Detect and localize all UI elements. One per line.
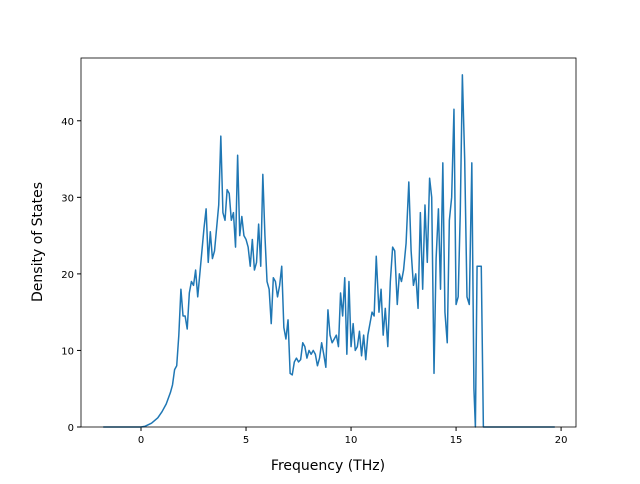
x-tick-label: 5 [243,435,249,446]
x-tick-label: 10 [345,435,358,446]
y-tick-label: 0 [68,423,74,434]
plot-frame [80,57,577,428]
y-tick-label: 40 [61,117,74,128]
x-tick-label: 0 [138,435,144,446]
x-axis-label: Frequency (THz) [271,458,385,474]
y-tick-label: 10 [61,346,74,357]
line-series [103,74,555,428]
y-tick-label: 20 [61,270,74,281]
x-tick-label: 20 [555,435,568,446]
y-tick-label: 30 [61,193,74,204]
y-axis-label: Density of States [30,182,46,302]
x-tick-label: 15 [450,435,463,446]
